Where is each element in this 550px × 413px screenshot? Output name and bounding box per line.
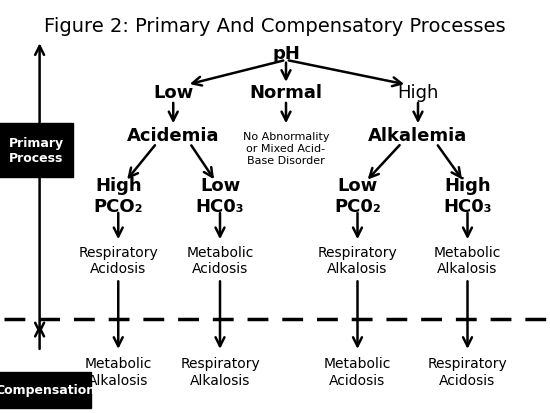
Text: Figure 2: Primary And Compensatory Processes: Figure 2: Primary And Compensatory Proce…	[44, 17, 506, 36]
Text: Primary
Process: Primary Process	[8, 137, 64, 165]
Text: Respiratory
Acidosis: Respiratory Acidosis	[428, 357, 507, 387]
Text: Low: Low	[153, 84, 194, 102]
Text: Metabolic
Acidosis: Metabolic Acidosis	[186, 245, 254, 275]
Text: Metabolic
Alkalosis: Metabolic Alkalosis	[85, 357, 152, 387]
Text: Low
PC0₂: Low PC0₂	[334, 177, 381, 216]
Text: Compensation: Compensation	[0, 383, 95, 396]
Text: High: High	[397, 84, 439, 102]
Text: No Abnormality
or Mixed Acid-
Base Disorder: No Abnormality or Mixed Acid- Base Disor…	[243, 132, 329, 165]
FancyBboxPatch shape	[0, 124, 73, 178]
Text: Respiratory
Alkalosis: Respiratory Alkalosis	[180, 357, 260, 387]
FancyBboxPatch shape	[0, 372, 91, 408]
Text: Acidemia: Acidemia	[127, 126, 219, 145]
Text: Metabolic
Acidosis: Metabolic Acidosis	[324, 357, 391, 387]
Text: Respiratory
Alkalosis: Respiratory Alkalosis	[318, 245, 397, 275]
Text: High
PCO₂: High PCO₂	[94, 177, 143, 216]
Text: High
HC0₃: High HC0₃	[443, 177, 492, 216]
Text: Normal: Normal	[250, 84, 322, 102]
Text: Low
HC0₃: Low HC0₃	[196, 177, 244, 216]
Text: Metabolic
Alkalosis: Metabolic Alkalosis	[434, 245, 501, 275]
Text: Respiratory
Acidosis: Respiratory Acidosis	[78, 245, 158, 275]
Text: pH: pH	[272, 45, 300, 63]
Text: Alkalemia: Alkalemia	[368, 126, 468, 145]
